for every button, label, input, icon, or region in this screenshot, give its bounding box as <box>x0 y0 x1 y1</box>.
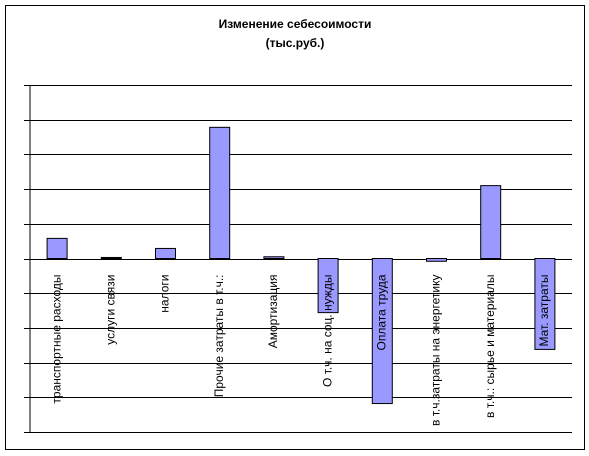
bar <box>480 185 502 260</box>
x-tick-label: транспортные расходы <box>49 275 63 404</box>
x-tick-label: Мат. затраты <box>537 275 551 347</box>
x-tick-label: услуги связи <box>103 275 117 345</box>
x-tick-label: О т.ч. на соц. нужды <box>320 275 334 388</box>
chart-subtitle: (тыс.руб.) <box>266 36 325 50</box>
bar <box>46 237 68 259</box>
x-tick-label: Прочие затраты в т.ч.: <box>212 275 226 398</box>
bar <box>155 247 176 259</box>
bar <box>263 256 285 260</box>
x-tick-label: в т.ч.: сырье и материалы <box>483 275 497 418</box>
bar <box>100 256 122 260</box>
x-tick-label: Амортизация <box>266 275 280 349</box>
bar <box>209 126 231 259</box>
x-tick-label: в т.ч.затраты на энергетику <box>429 275 443 426</box>
bar <box>371 258 393 405</box>
bar <box>426 258 447 262</box>
x-tick-label: налоги <box>158 275 172 313</box>
chart-title: Изменение себесоимости <box>219 17 372 31</box>
bar <box>534 258 556 350</box>
bar <box>317 258 339 314</box>
x-tick-label: Оплата труда <box>374 274 388 350</box>
